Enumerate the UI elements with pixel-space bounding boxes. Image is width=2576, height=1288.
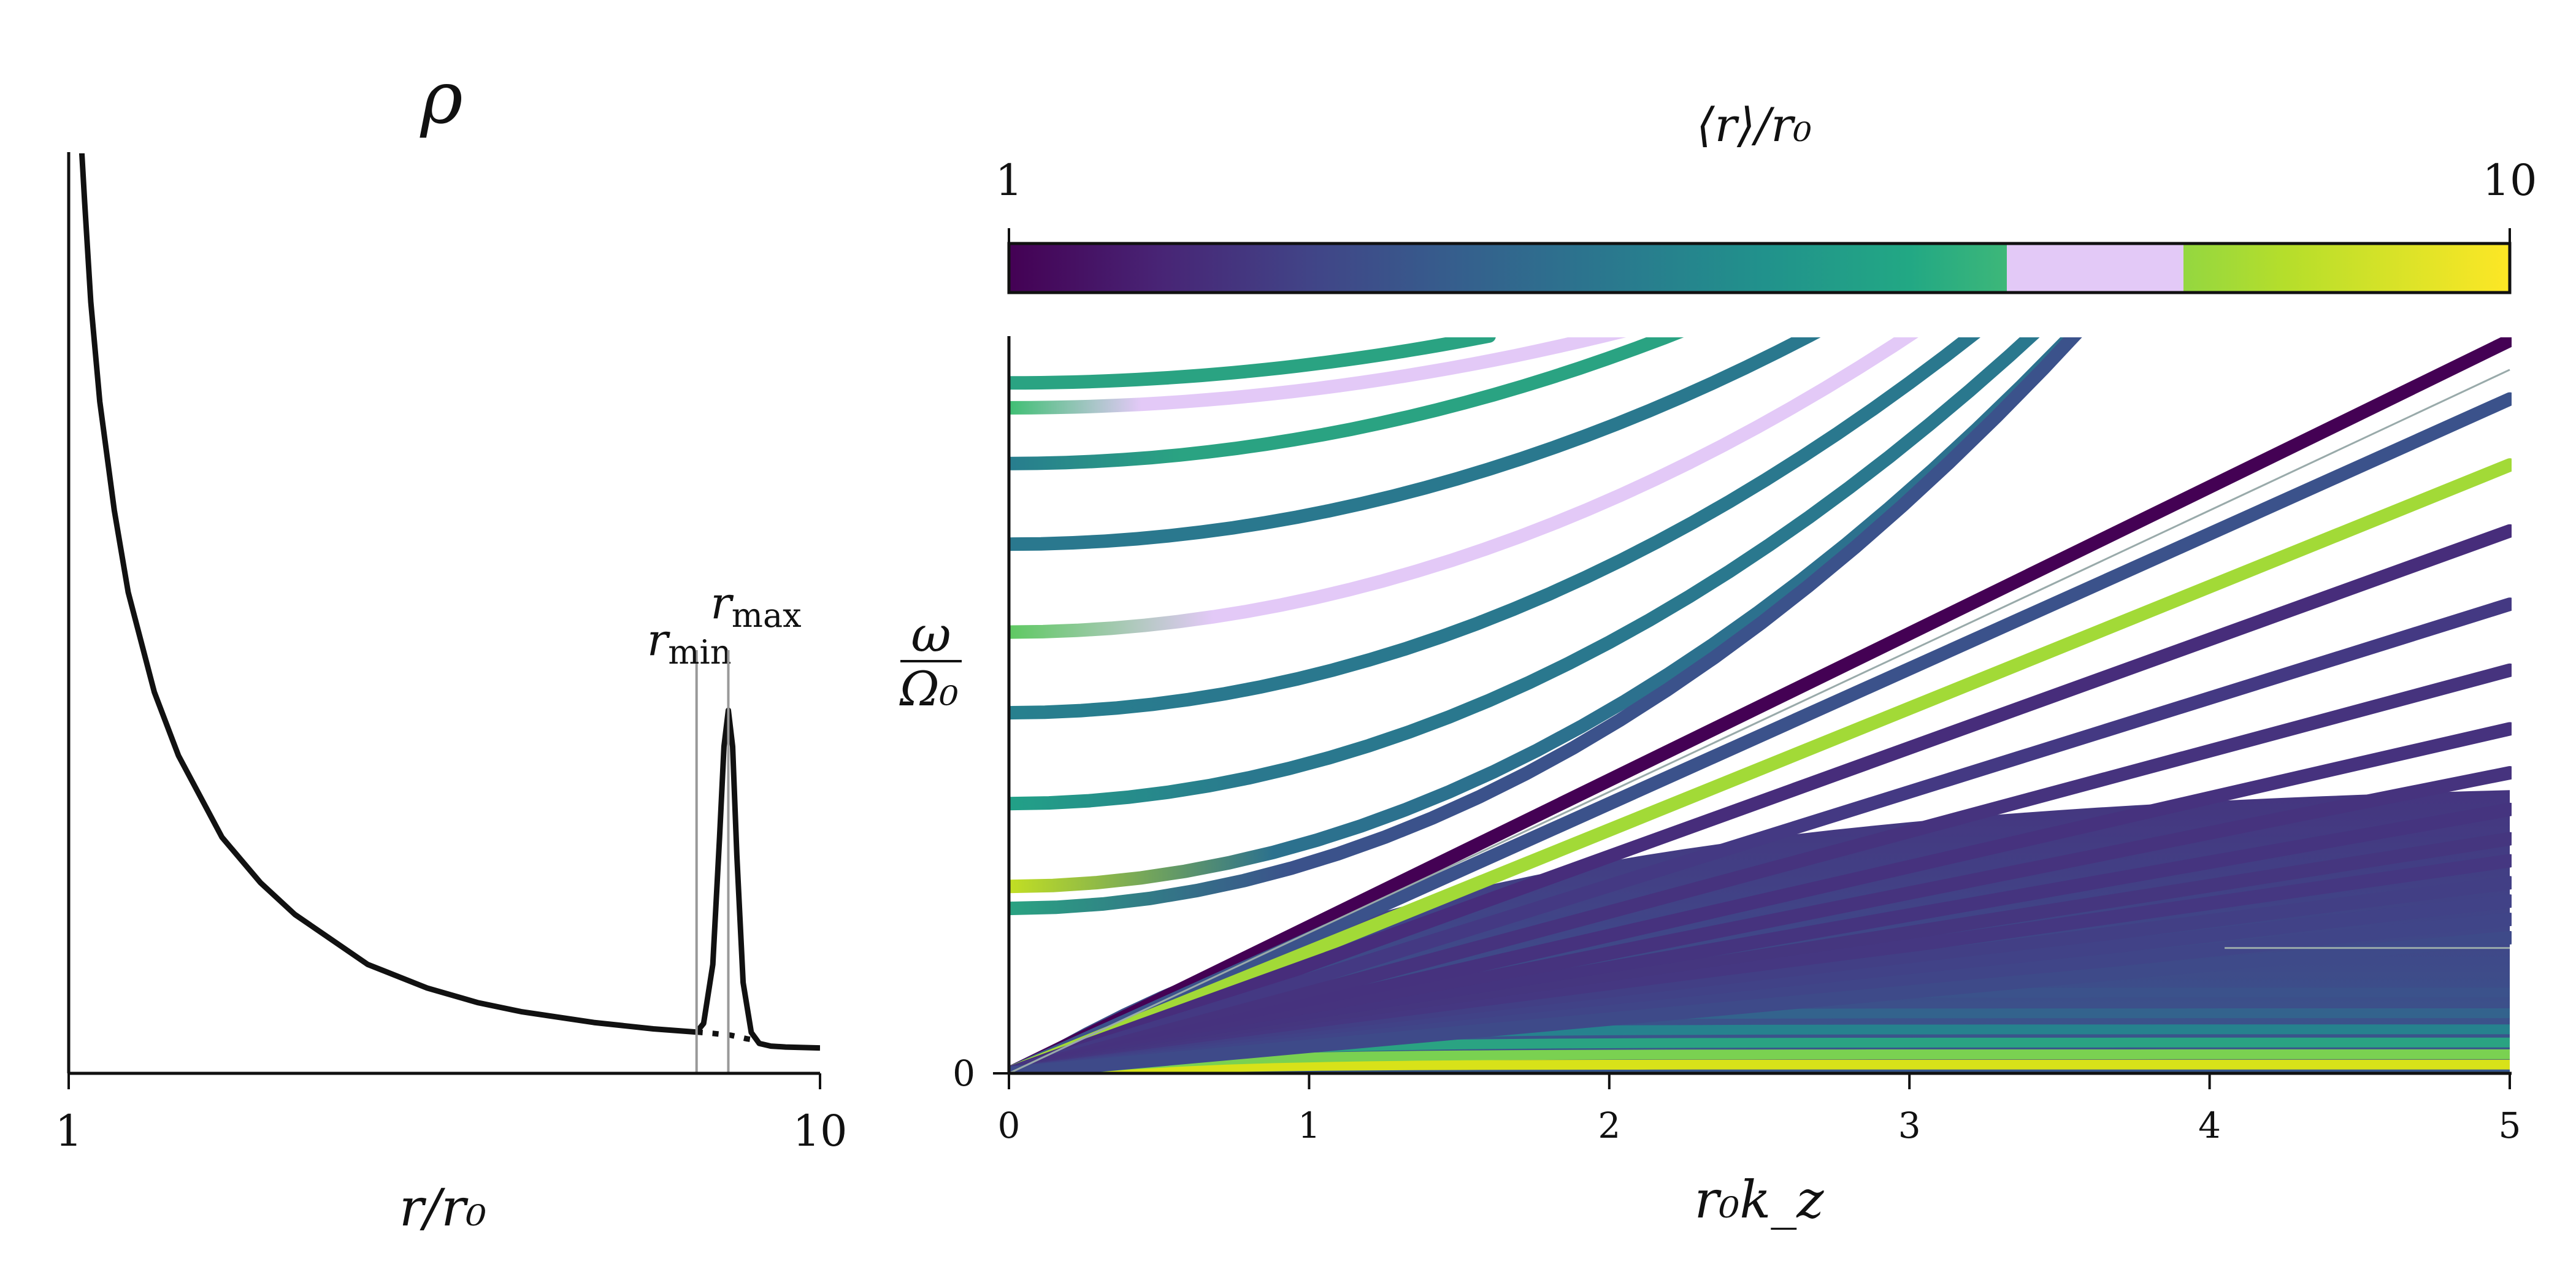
right-tick-label: 5: [2499, 1105, 2521, 1146]
right-tick-label: 3: [1898, 1105, 1921, 1146]
left-x-ticks: 1 10: [55, 1073, 848, 1156]
branch-2: [1009, 337, 1684, 470]
ray-3: [1009, 524, 2512, 1073]
series-line-rho: [79, 153, 820, 1051]
branch-0: [1009, 337, 1496, 390]
right-ytick-label: 0: [953, 1052, 975, 1094]
ray-4: [1009, 597, 2512, 1073]
ray-5: [1009, 663, 2512, 1073]
left-tick-label: 10: [792, 1106, 847, 1156]
colorbar-max-label: 10: [2482, 155, 2537, 205]
series-line-background: [696, 1029, 760, 1044]
left-plot-area: [79, 153, 820, 1051]
right-x-ticks: 0 1 2 3 4 5: [998, 1073, 2521, 1146]
branch-5: [1009, 337, 1981, 720]
marker-label-max: rmax: [710, 577, 801, 635]
right-plot-area: [1009, 337, 2512, 1073]
bottom-band-0: [1084, 1059, 2510, 1073]
right-tick-label: 1: [1298, 1105, 1321, 1146]
marker-label-min: rmin: [647, 614, 732, 672]
colorbar-highlight-band: [2007, 243, 2183, 293]
branch-6: [1009, 337, 2040, 811]
bottom-band-1: [1083, 1049, 2510, 1073]
right-tick-label: 0: [998, 1105, 1021, 1146]
left-title: ρ: [419, 55, 462, 140]
right-ylabel: ω/Ω₀ ω Ω₀: [899, 606, 962, 717]
ray-14: [1009, 930, 2512, 1073]
ray-6: [1009, 722, 2512, 1073]
ray-1: [1009, 392, 2512, 1073]
right-tick-label: 2: [1598, 1105, 1620, 1146]
colorbar-frame: [1007, 242, 2512, 294]
light-line: [1009, 369, 2510, 1073]
right-panel: ⟨r⟩/r₀ 1 10 0 1 2 3 4 5 0 r₀k_z ω/Ω₀ ω Ω₀: [899, 98, 2537, 1230]
right-tick-label: 4: [2198, 1105, 2221, 1146]
colorbar-label: ⟨r⟩/r₀: [1696, 98, 1812, 152]
right-ylabel-text: ω/Ω₀: [931, 705, 933, 706]
branch-8: [1009, 337, 2082, 916]
right-y-ticks: 0: [953, 1052, 1009, 1094]
left-xlabel: r/r₀: [399, 1178, 486, 1238]
right-xlabel: r₀k_z: [1695, 1170, 1825, 1230]
branch-7: [1009, 337, 2079, 894]
ylabel-denominator: Ω₀: [899, 662, 959, 717]
ylabel-numerator: ω: [911, 606, 951, 663]
ray-2: [1009, 458, 2512, 1073]
colorbar-min-label: 1: [995, 155, 1023, 205]
ray-0: [1009, 337, 2512, 1073]
branch-1: [1009, 337, 1627, 415]
left-tick-label: 1: [55, 1106, 83, 1156]
branch-3: [1009, 337, 1821, 551]
colorbar-gradient: [1009, 243, 2510, 293]
branch-4: [1009, 337, 1919, 639]
